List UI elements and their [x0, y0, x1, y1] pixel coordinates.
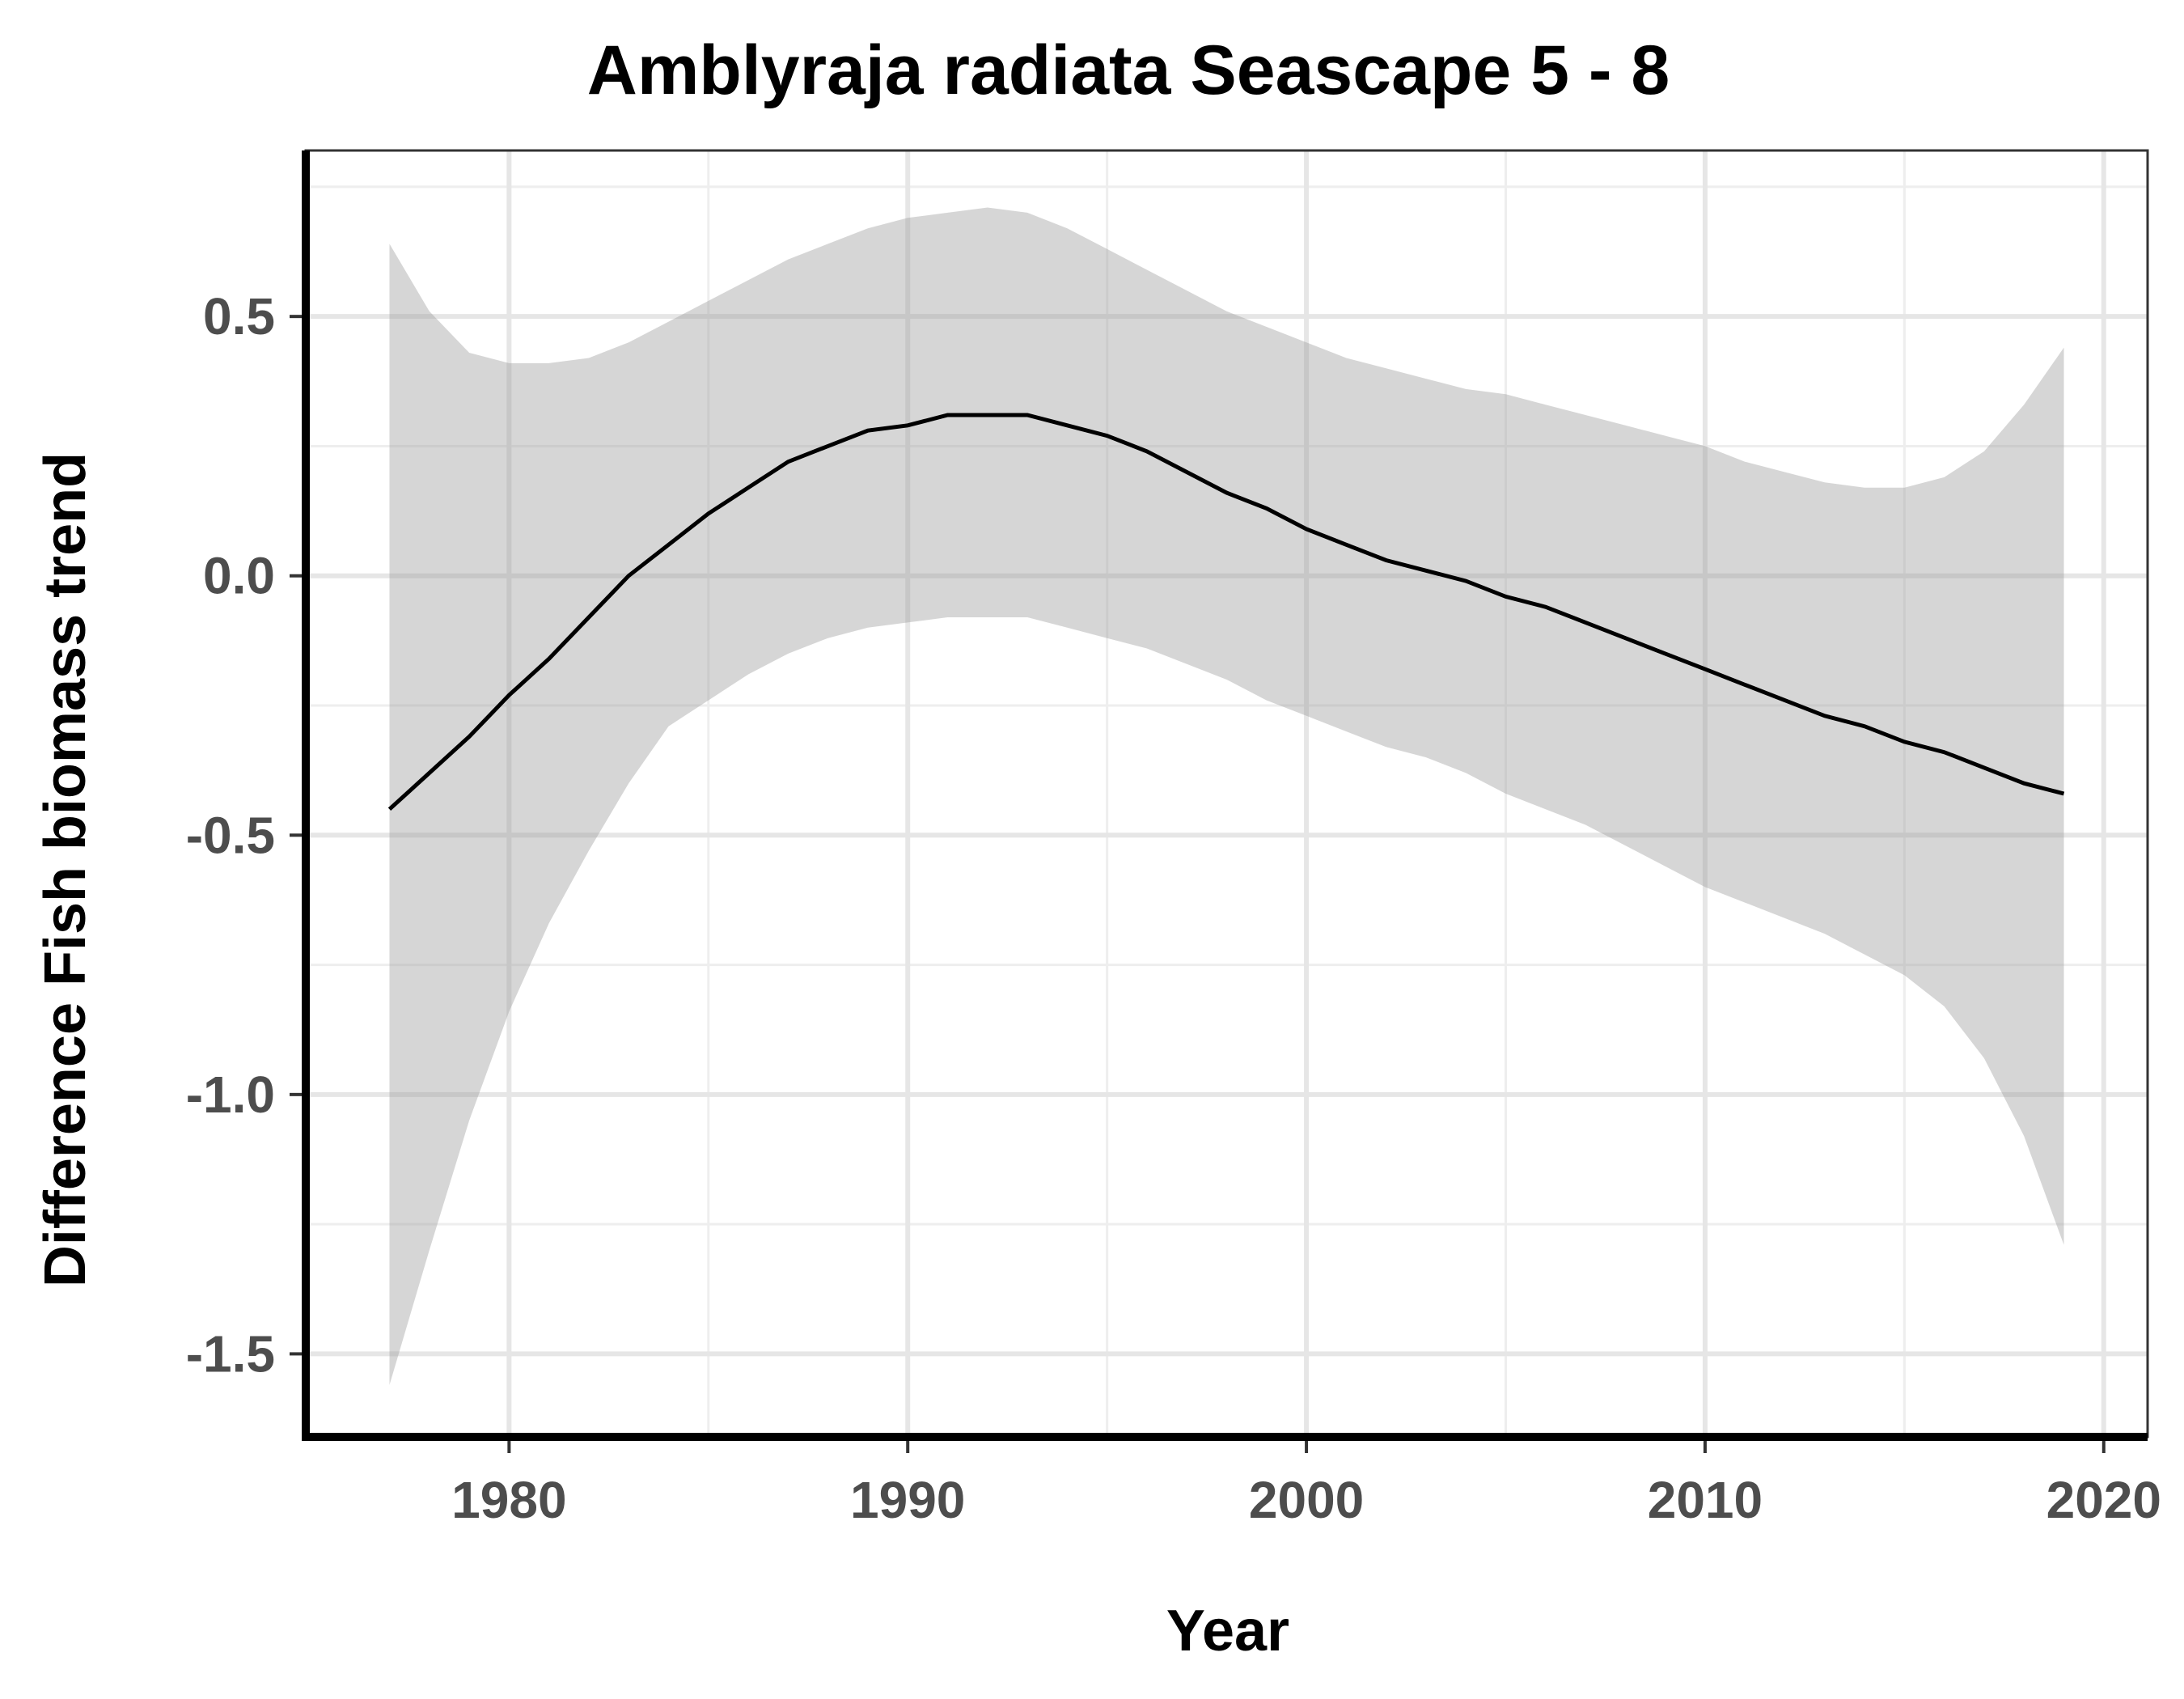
x-tick-label: 1990 [850, 1471, 965, 1529]
y-tick-labels: 0.5 0.0 -0.5 -1.0 -1.5 [186, 287, 275, 1383]
y-axis-title: Difference Fish biomass trend [33, 452, 98, 1287]
y-tick-label: 0.5 [203, 287, 275, 345]
axes-group [290, 150, 2148, 1453]
chart-title: Amblyraja radiata Seascape 5 - 8 [587, 32, 1670, 109]
x-tick-label: 2010 [1648, 1471, 1763, 1529]
confidence-ribbon [389, 207, 2064, 1385]
trend-line [387, 413, 2065, 811]
y-tick-label: -1.0 [186, 1066, 275, 1124]
x-tick-label: 1980 [451, 1471, 566, 1529]
x-axis-title: Year [1166, 1599, 1289, 1663]
y-tick-label: -1.5 [186, 1324, 275, 1383]
x-tick-label: 2000 [1249, 1471, 1364, 1529]
y-tick-label: 0.0 [203, 547, 275, 605]
x-tick-labels: 1980 1990 2000 2010 2020 [451, 1471, 2161, 1529]
x-tick-label: 2020 [2046, 1471, 2161, 1529]
grid-minor-group [306, 150, 2148, 1437]
grid-major-group [306, 150, 2148, 1437]
y-tick-label: -0.5 [186, 806, 275, 864]
